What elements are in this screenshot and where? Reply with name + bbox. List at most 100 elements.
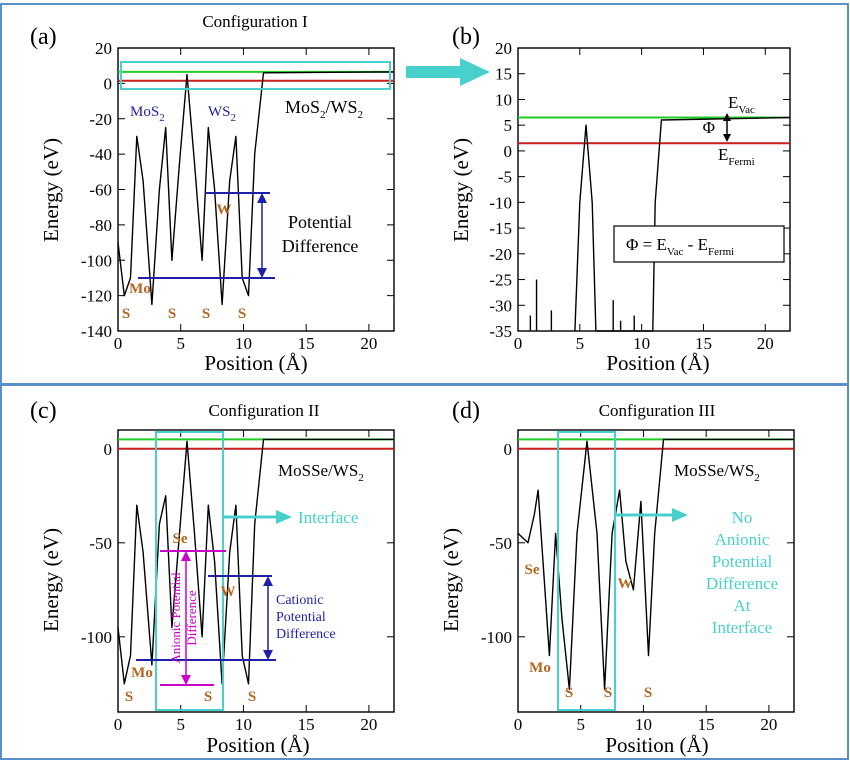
panel-c-axes-frame: [117, 429, 395, 713]
x-tick-label: 15: [698, 715, 715, 734]
y-tick-label: -50: [489, 534, 512, 553]
system-label: MoSSe/WS2: [674, 461, 760, 484]
y-tick-label: -5: [498, 168, 512, 187]
element-label-s: S: [168, 306, 176, 322]
y-tick-label: -60: [89, 181, 112, 200]
fermi-level-label: EFermi: [718, 145, 755, 168]
y-tick-label: -10: [489, 193, 512, 212]
panel-b-plot: 0 5 10 15 20 -35 -30 -25 -20 -15 -10 -5 0 5 10 15 20: [489, 39, 791, 353]
annotation-cationic-potential: Potential: [276, 610, 326, 625]
annotation-no-anionic-line: No: [732, 508, 753, 527]
annotation-no-anionic-line: Difference: [706, 574, 778, 593]
x-tick-label: 0: [514, 334, 523, 353]
element-label-w: W: [618, 576, 633, 592]
potential-curve: [117, 71, 395, 306]
panel-d-axes-frame: [517, 429, 795, 713]
y-tick-label: 0: [504, 440, 513, 459]
panel-a-label: (a): [30, 24, 57, 50]
x-tick-label: 10: [633, 334, 650, 353]
panel-c-plot: 0 5 10 15 20 -100 -50 0: [81, 429, 395, 734]
panel-d-annotations: MoSSe/WS2 No Anionic Potential Difference At I…: [525, 431, 778, 711]
y-tick-label: -20: [89, 110, 112, 129]
y-tick-label: -80: [89, 216, 112, 235]
panel-a-title: Configuration I: [202, 12, 308, 31]
x-tick-label: 20: [757, 334, 774, 353]
layer-label-mos2: MoS2: [130, 104, 165, 124]
y-tick-label: 0: [104, 440, 113, 459]
element-label-s: S: [644, 685, 652, 701]
element-label-s: S: [202, 306, 210, 322]
panel-c-annotations: MoSSe/WS2 Interface Cationic Potential Diffe…: [125, 431, 364, 711]
panel-c-label: (c): [30, 398, 57, 424]
work-function-label: Φ: [703, 118, 715, 137]
layer-label-ws2: WS2: [208, 104, 236, 124]
annotation-anionic-potential: Anionic Potential: [168, 572, 183, 664]
x-tick-label: 20: [760, 715, 777, 734]
work-function-arrow-down: [723, 134, 731, 142]
y-tick-label: -50: [89, 534, 112, 553]
work-function-arrow-up: [723, 113, 731, 121]
system-label: MoSSe/WS2: [278, 461, 364, 484]
annotation-interface: Interface: [298, 508, 358, 527]
panel-d-label: (d): [452, 398, 480, 424]
panel-c-title: Configuration II: [209, 401, 320, 420]
x-tick-label: 15: [298, 715, 315, 734]
x-tick-label: 10: [235, 334, 252, 353]
annotation-cationic-difference: Difference: [276, 627, 336, 642]
y-tick-label: 15: [495, 65, 512, 84]
y-tick-label: -40: [89, 145, 112, 164]
y-tick-label: -140: [81, 322, 112, 341]
potential-arrow-head-up: [257, 193, 267, 203]
equation-text: Φ = EVac - EFermi: [626, 235, 734, 258]
panel-c-ylabel: Energy (eV): [39, 528, 63, 632]
y-tick-label: 0: [104, 74, 113, 93]
level-highlight-box: [120, 61, 391, 90]
x-tick-label: 15: [695, 334, 712, 353]
anionic-arrow-up: [181, 551, 191, 561]
annotation-difference: Difference: [282, 236, 359, 256]
panel-d-xlabel: Position (Å): [605, 733, 708, 757]
y-tick-label: -20: [489, 245, 512, 264]
panel-c-xlabel: Position (Å): [206, 733, 309, 757]
annotation-no-anionic-line: Interface: [712, 618, 772, 637]
element-label-mo: Mo: [131, 665, 153, 681]
interface-arrow-head: [276, 510, 292, 524]
element-label-mo: Mo: [529, 660, 551, 676]
interface-arrow-head: [672, 508, 688, 522]
element-label-s: S: [238, 306, 246, 322]
y-tick-label: 20: [495, 39, 512, 58]
element-label-s: S: [565, 685, 573, 701]
y-tick-label: -15: [489, 219, 512, 238]
element-label-s: S: [248, 689, 256, 705]
x-tick-label: 10: [635, 715, 652, 734]
x-tick-label: 0: [114, 715, 123, 734]
panel-d-plot: 0 5 10 15 20 -100 -50 0: [481, 429, 795, 734]
system-label: MoS2/WS2: [285, 97, 363, 121]
panel-a-xlabel: Position (Å): [204, 351, 307, 375]
annotation-potential: Potential: [288, 212, 352, 232]
element-label-w: W: [217, 202, 232, 218]
annotation-cationic: Cationic: [276, 593, 323, 608]
x-tick-label: 5: [576, 715, 585, 734]
y-tick-label: 0: [504, 142, 513, 161]
y-tick-label: -100: [81, 251, 112, 270]
element-label-s: S: [204, 689, 212, 705]
y-tick-label: 5: [504, 116, 513, 135]
cationic-arrow-down: [263, 650, 273, 660]
panel-a-plot: 0 5 10 15 20 -140 -120 -100 -80 -60 -40 -20 0 20: [81, 39, 395, 353]
potential-curve: [117, 438, 394, 685]
a-to-b-arrow: [406, 58, 490, 86]
x-tick-label: 5: [576, 334, 585, 353]
element-label-s: S: [125, 689, 133, 705]
vacuum-level-label: EVac: [728, 93, 755, 116]
element-label-w: W: [221, 584, 236, 600]
potential-arrow-head-down: [257, 268, 267, 278]
panel-a-ylabel: Energy (eV): [39, 138, 63, 242]
panel-b-label: (b): [452, 24, 480, 50]
panel-b-axes-frame: [517, 47, 791, 332]
x-tick-label: 10: [235, 715, 252, 734]
interface-highlight-box: [557, 431, 616, 711]
panel-d-title: Configuration III: [599, 401, 716, 420]
